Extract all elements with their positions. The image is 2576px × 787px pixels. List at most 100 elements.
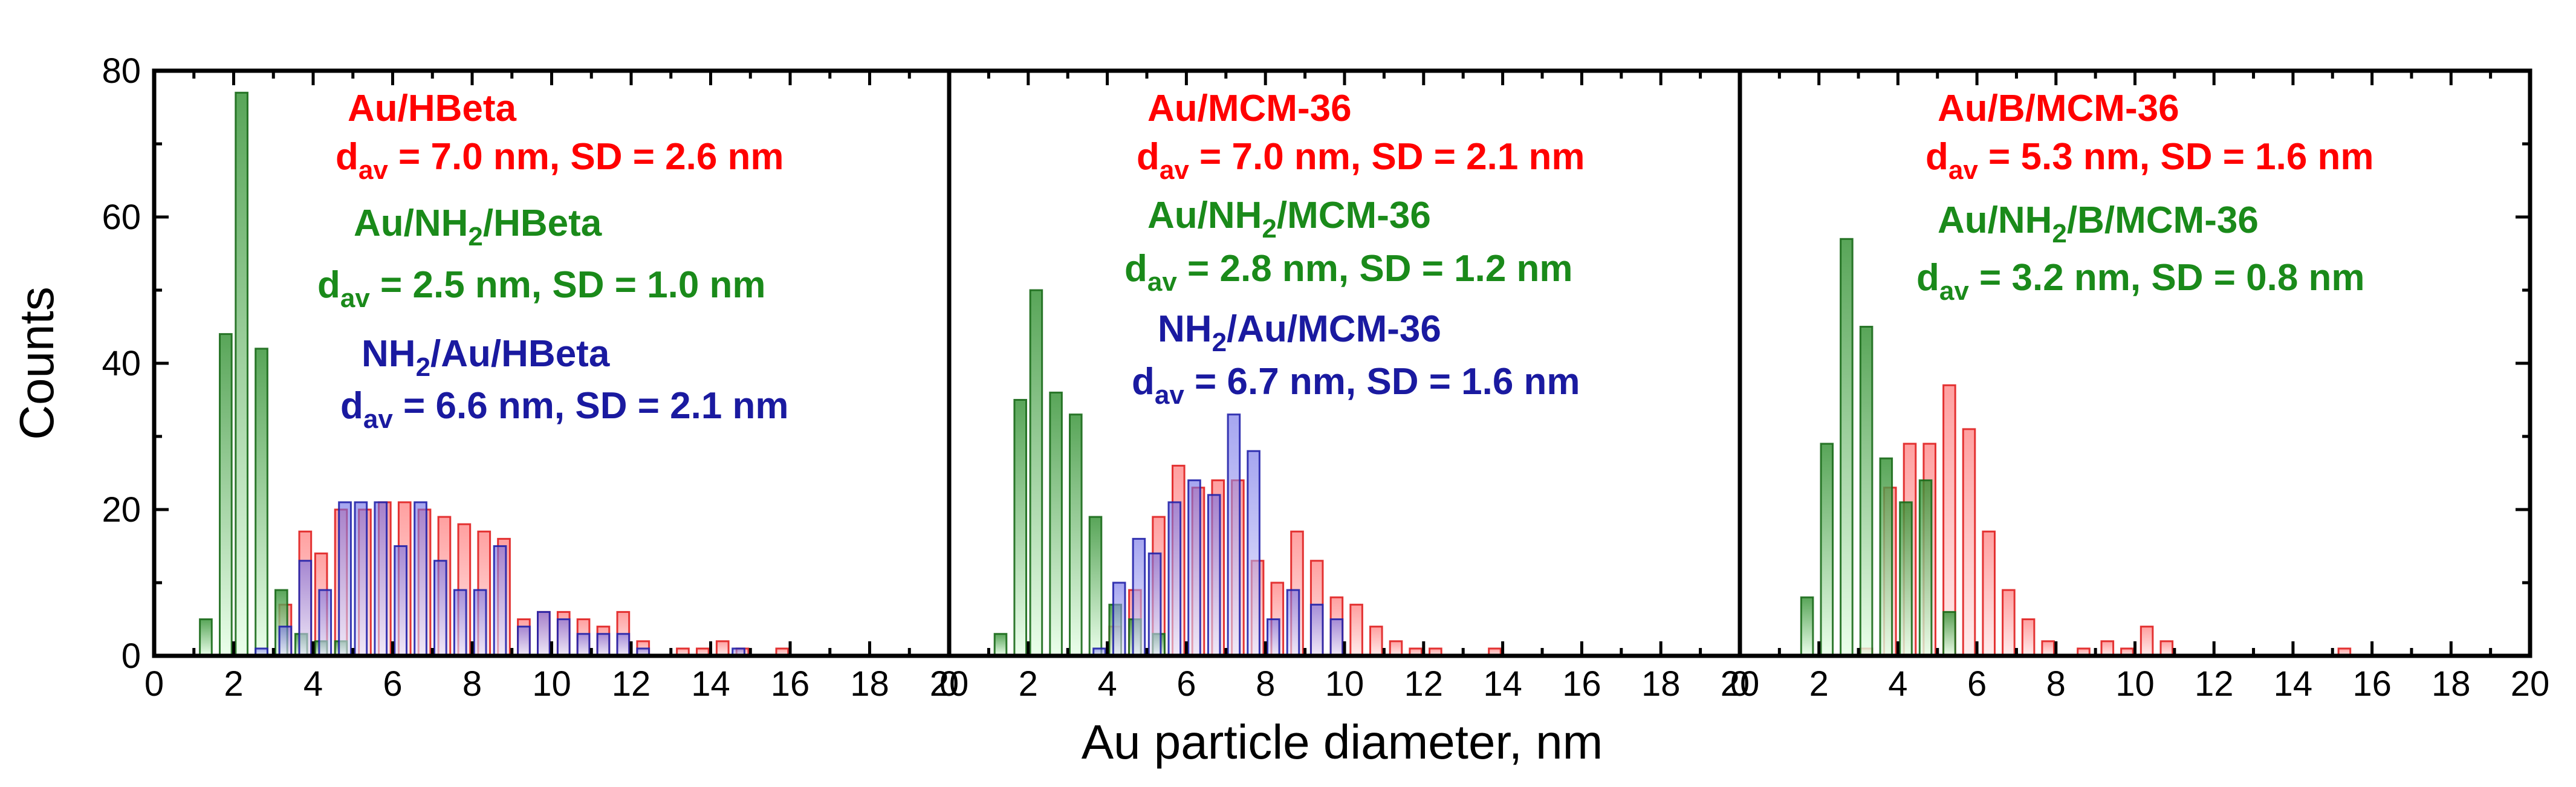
series-label-red: Au/MCM-36: [1147, 88, 1352, 129]
x-tick-label: 8: [462, 664, 482, 704]
bar-green: [199, 618, 213, 657]
y-tick-label: 60: [102, 198, 141, 237]
panel-mcm36: 0 2 4 6 8 10 12 14 16 18 20 Au/MCM-36 dav = 7.0 nm, …: [939, 68, 1760, 704]
bar-blue: [278, 626, 293, 657]
x-tick-label: 4: [303, 664, 323, 704]
bar-blue: [1147, 552, 1162, 657]
x-tick-label: 12: [1404, 664, 1444, 704]
x-tick-label: 2: [1019, 664, 1038, 704]
series-red: [1859, 384, 2352, 657]
x-tick-label: 10: [2115, 664, 2155, 704]
bar-blue: [1187, 479, 1201, 657]
series-label-green: Au/NH2/HBeta: [354, 202, 602, 251]
bar-blue: [616, 633, 631, 657]
bar-blue: [338, 501, 352, 657]
panel-hbeta: 0 2 4 6 8 10 12 14 16 18 20 Au/HBeta dav = 7.0 nm, S…: [144, 68, 969, 704]
bar-blue: [1309, 603, 1324, 657]
bar-blue: [517, 626, 531, 657]
bar-red: [715, 640, 730, 657]
y-tick-label: 20: [102, 490, 141, 530]
y-tick-label: 0: [122, 636, 141, 676]
bar-blue: [1227, 413, 1241, 657]
bar-blue: [1207, 494, 1221, 657]
series-green: [993, 289, 1166, 657]
series-green: [199, 91, 348, 657]
bar-blue: [1112, 581, 1126, 657]
series-label-red: dav = 5.3 nm, SD = 1.6 nm: [1926, 136, 2374, 185]
bar-blue: [556, 618, 571, 657]
series-label-red: dav = 7.0 nm, SD = 2.6 nm: [336, 136, 784, 185]
series-label-red: Au/HBeta: [348, 88, 517, 129]
x-tick-label: 8: [1256, 664, 1275, 704]
x-axis-title: Au particle diameter, nm: [1082, 715, 1603, 769]
x-tick-label: 14: [1483, 664, 1522, 704]
x-tick-label: 20: [2511, 664, 2550, 704]
bar-blue: [374, 501, 388, 657]
series-label-red: Au/B/MCM-36: [1938, 88, 2179, 129]
x-tick-label: 6: [1176, 664, 1196, 704]
x-tick-label: 4: [1097, 664, 1117, 704]
bar-green: [1859, 326, 1874, 657]
bar-red: [2140, 626, 2154, 657]
bar-blue: [1132, 537, 1146, 657]
x-tick-label: 4: [1888, 664, 1907, 704]
series-label-red: dav = 7.0 nm, SD = 2.1 nm: [1137, 136, 1585, 185]
x-tick-label: 6: [383, 664, 402, 704]
series-label-green: Au/NH2/MCM-36: [1147, 195, 1431, 244]
bar-blue: [576, 633, 591, 657]
bar-blue: [537, 610, 551, 657]
bar-green: [1800, 596, 1814, 657]
bar-blue: [354, 501, 368, 657]
bar-blue: [1286, 589, 1300, 657]
bar-green: [1942, 610, 1956, 657]
bar-blue: [1267, 618, 1280, 657]
bar-green: [1840, 238, 1854, 657]
bar-blue: [473, 589, 487, 657]
y-tick-label: 40: [102, 344, 141, 383]
bar-blue: [298, 560, 313, 657]
x-tick-label: 10: [1325, 664, 1364, 704]
bar-red: [2041, 640, 2055, 657]
bar-green: [1899, 501, 1913, 657]
bar-green: [219, 333, 233, 657]
bar-green: [1013, 399, 1028, 657]
panel-b-mcm36: 0 2 4 6 8 10 12 14 16 18 20 Au/B/MCM-36 dav = 5.3 nm…: [1730, 68, 2550, 704]
bar-green: [255, 348, 268, 657]
bar-blue: [433, 560, 447, 657]
bar-green: [235, 91, 248, 657]
x-tick-label: 20: [1721, 664, 1760, 704]
x-tick-label: 20: [930, 664, 969, 704]
y-axis-title: Counts: [10, 287, 63, 439]
bar-red: [1389, 640, 1403, 657]
x-tick-label: 6: [1967, 664, 1987, 704]
bar-green: [1069, 413, 1083, 657]
x-tick-label: 0: [144, 664, 164, 704]
series-label-green: dav = 3.2 nm, SD = 0.8 nm: [1916, 257, 2365, 306]
bar-green: [1029, 289, 1043, 657]
series-label-blue: NH2/Au/HBeta: [362, 333, 610, 382]
bar-green: [1879, 457, 1893, 657]
x-tick-label: 10: [532, 664, 571, 704]
bar-green: [993, 633, 1008, 657]
series-label-blue: dav = 6.7 nm, SD = 1.6 nm: [1132, 361, 1580, 410]
x-tick-label: 2: [224, 664, 243, 704]
bar-green: [1049, 391, 1063, 657]
bar-blue: [596, 633, 611, 657]
y-tick-label: 80: [102, 51, 141, 91]
bar-red: [2159, 640, 2174, 657]
x-tick-label: 2: [1809, 664, 1829, 704]
x-tick-label: 14: [691, 664, 730, 704]
x-tick-label: 14: [2274, 664, 2313, 704]
bar-blue: [1329, 618, 1344, 657]
bar-green: [1918, 479, 1933, 657]
bar-blue: [318, 589, 333, 657]
x-tick-label: 8: [2046, 664, 2066, 704]
bar-blue: [394, 545, 407, 657]
bar-blue: [453, 589, 467, 657]
x-tick-label: 18: [1641, 664, 1681, 704]
x-tick-label: 0: [939, 664, 959, 704]
x-tick-label: 18: [850, 664, 889, 704]
x-tick-label: 16: [771, 664, 810, 704]
